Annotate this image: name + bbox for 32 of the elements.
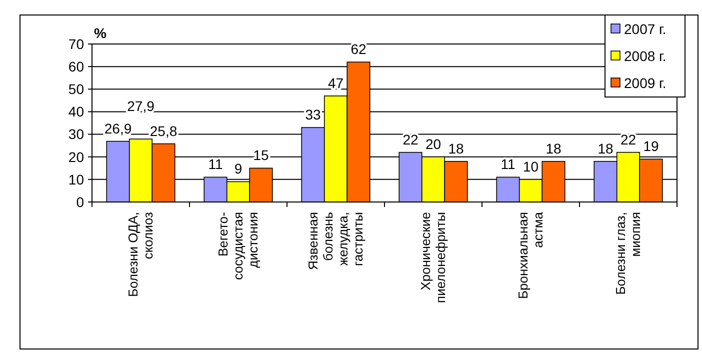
x-tick-label: Язвенная болезнь желудка, гастриты <box>305 212 366 270</box>
y-tick-label: 40 <box>68 104 84 120</box>
data-label: 47 <box>328 74 344 91</box>
y-tick-label: 30 <box>68 126 84 142</box>
legend-label: 2008 г. <box>624 48 666 64</box>
data-label: 19 <box>643 138 659 154</box>
data-label: 11 <box>500 156 516 172</box>
data-label: 10 <box>522 158 539 174</box>
x-tick-label: Болезни ОДА, сколиоз <box>125 212 156 297</box>
data-label: 27,9 <box>127 98 155 114</box>
data-label: 26,9 <box>104 120 132 136</box>
data-label: 22 <box>620 131 636 148</box>
x-tick-label: Бронхиальная астма <box>515 211 546 299</box>
y-tick-label: 0 <box>76 194 84 210</box>
data-label: 20 <box>425 136 442 152</box>
data-label: 22 <box>402 131 418 148</box>
y-tick-label: 50 <box>68 81 84 98</box>
y-tick-label: 70 <box>68 36 84 52</box>
y-tick-label: 20 <box>68 148 84 165</box>
data-label: 18 <box>598 140 614 156</box>
data-label: 18 <box>546 140 562 156</box>
data-label: 11 <box>208 156 223 172</box>
y-axis-title: % <box>94 25 107 41</box>
y-tick-label: 60 <box>68 58 84 74</box>
x-tick-label: Вегето- сосудистая дистония <box>215 212 260 280</box>
legend-label: 2009 г. <box>624 74 666 91</box>
data-label: 9 <box>234 160 242 177</box>
x-tick-label: Болезни глаз, миопия <box>612 212 643 295</box>
y-tick-label: 10 <box>68 171 84 188</box>
data-label: 62 <box>350 41 366 58</box>
data-label: 18 <box>448 140 464 156</box>
legend-label: 2007 г. <box>624 20 666 37</box>
